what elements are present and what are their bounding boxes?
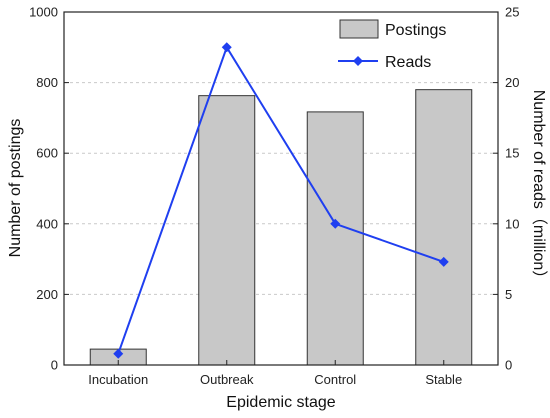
x-axis: Incubation Outbreak Control Stable xyxy=(88,360,462,387)
left-tick-label: 800 xyxy=(36,75,58,90)
left-tick-label: 400 xyxy=(36,216,58,231)
reads-point-incubation xyxy=(113,348,124,359)
left-tick-label: 0 xyxy=(51,358,58,373)
reads-line xyxy=(113,42,449,359)
legend-reads-label: Reads xyxy=(385,54,431,71)
bar-postings-control xyxy=(306,111,364,366)
bar-postings-outbreak xyxy=(198,95,256,366)
legend-postings-swatch xyxy=(339,19,379,39)
bars xyxy=(89,89,473,366)
right-axis-title: Number of reads（million） xyxy=(530,90,548,287)
reads-point-outbreak xyxy=(221,42,232,53)
legend-postings-label: Postings xyxy=(385,22,446,39)
left-tick-label: 200 xyxy=(36,287,58,302)
left-tick-label: 600 xyxy=(36,146,58,161)
x-tick-label: Control xyxy=(314,372,356,387)
reads-point-control xyxy=(330,218,341,229)
right-tick-label: 20 xyxy=(505,75,519,90)
left-axis: 0 200 400 600 800 1000 xyxy=(29,5,69,373)
x-axis-title: Epidemic stage xyxy=(226,394,335,411)
reads-point-stable xyxy=(438,256,449,267)
right-tick-label: 0 xyxy=(505,358,512,373)
right-tick-label: 15 xyxy=(505,146,519,161)
left-axis-title: Number of postings xyxy=(7,119,24,258)
right-tick-label: 5 xyxy=(505,287,512,302)
x-tick-label: Outbreak xyxy=(200,372,254,387)
right-axis: 0 5 10 15 20 25 xyxy=(493,5,519,373)
right-tick-label: 25 xyxy=(505,5,519,20)
bar-postings-stable xyxy=(415,89,473,366)
left-tick-label: 1000 xyxy=(29,5,58,20)
legend: Postings Reads xyxy=(338,19,446,71)
x-tick-label: Incubation xyxy=(88,372,148,387)
plot-frame xyxy=(63,11,499,366)
legend-reads-marker xyxy=(353,56,363,66)
right-tick-label: 10 xyxy=(505,216,519,231)
reads-series-line xyxy=(117,44,445,355)
x-tick-label: Stable xyxy=(425,372,462,387)
